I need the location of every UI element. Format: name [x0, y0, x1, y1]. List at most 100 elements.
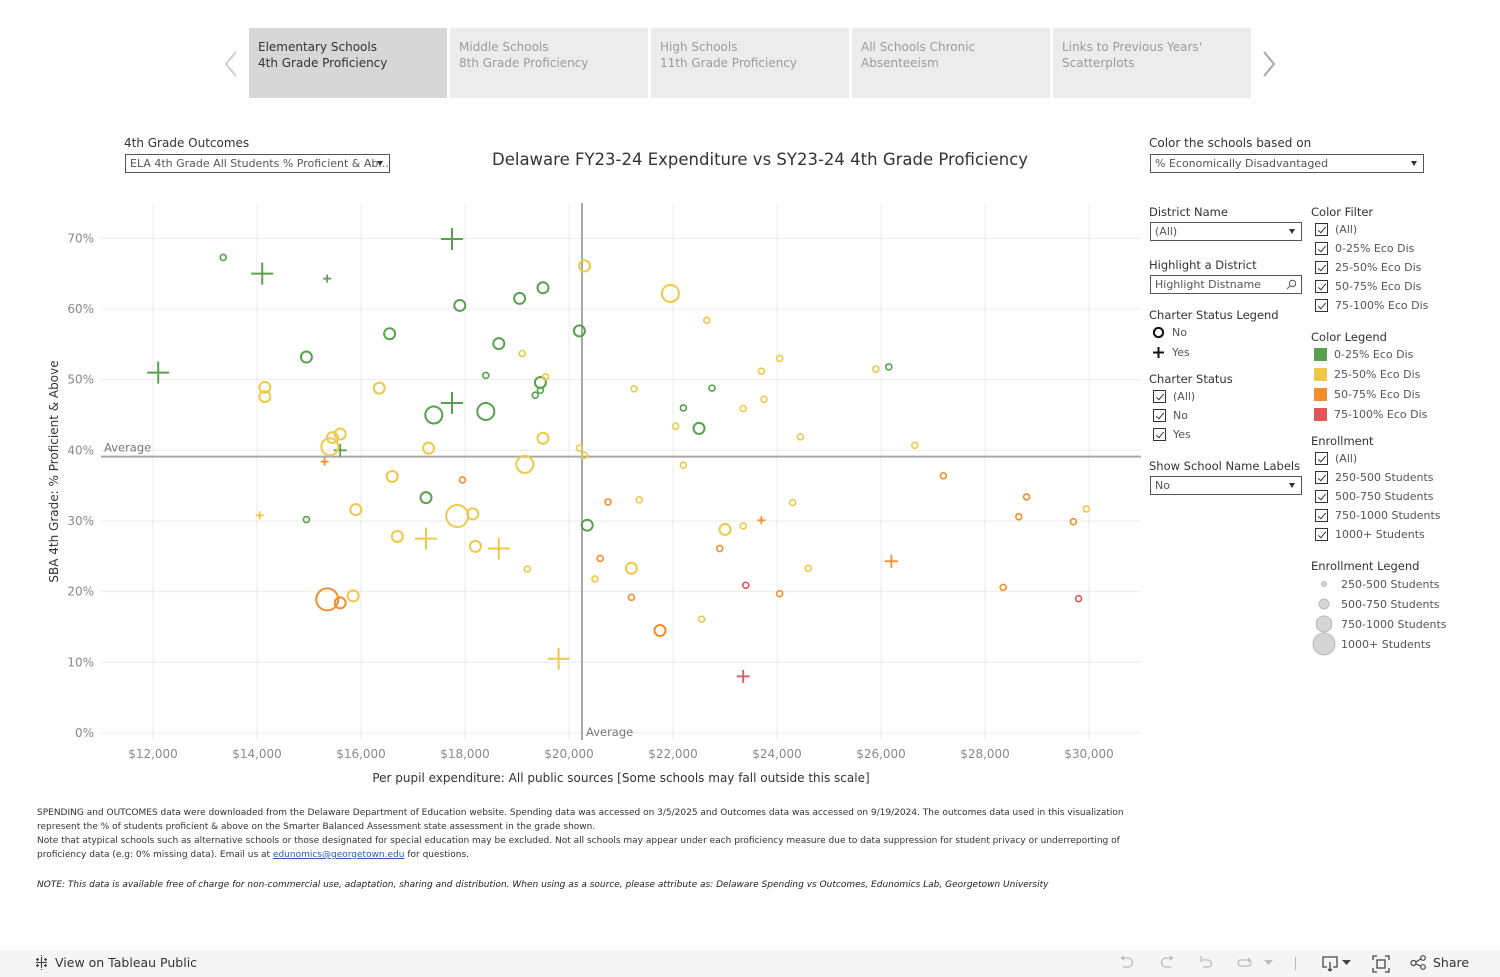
data-point[interactable] [258, 380, 272, 394]
data-point-charter[interactable] [487, 537, 510, 560]
data-point[interactable] [325, 431, 339, 445]
data-point[interactable] [383, 327, 397, 341]
charter-status-checkbox-0[interactable]: (All) [1153, 390, 1195, 403]
data-point[interactable] [630, 385, 638, 393]
enrollment-filter-checkbox-1[interactable]: 250-500 Students [1315, 471, 1434, 484]
color-filter-checkbox-4[interactable]: 75-100% Eco Dis [1315, 299, 1428, 312]
data-point[interactable] [372, 381, 386, 395]
data-point[interactable] [492, 337, 506, 351]
data-point[interactable] [1082, 505, 1091, 513]
school-labels-dropdown[interactable]: No [1150, 476, 1302, 495]
data-point[interactable] [518, 349, 527, 358]
data-point[interactable] [760, 395, 768, 404]
data-point[interactable] [741, 581, 750, 590]
tab-4[interactable]: Links to Previous Years' Scatterplots [1053, 28, 1251, 98]
data-point[interactable] [333, 427, 347, 441]
data-point[interactable] [523, 565, 532, 573]
data-point[interactable] [624, 561, 638, 575]
data-point[interactable] [939, 471, 948, 480]
color-filter-checkbox-2[interactable]: 25-50% Eco Dis [1315, 261, 1421, 274]
color-filter-checkbox-0[interactable]: (All) [1315, 223, 1357, 236]
refresh-icon[interactable] [1236, 955, 1254, 971]
data-point[interactable] [575, 444, 584, 452]
data-point-charter[interactable] [147, 361, 170, 384]
data-point[interactable] [871, 365, 880, 373]
data-point[interactable] [453, 298, 467, 312]
data-point[interactable] [536, 431, 550, 445]
data-point[interactable] [635, 495, 644, 504]
data-point-charter[interactable] [333, 443, 347, 457]
data-point[interactable] [219, 253, 227, 262]
data-point[interactable] [578, 259, 592, 273]
data-point[interactable] [1069, 517, 1078, 526]
data-point[interactable] [258, 390, 272, 404]
data-point[interactable] [536, 281, 550, 295]
data-point[interactable] [660, 283, 680, 303]
data-point[interactable] [591, 575, 599, 583]
data-point[interactable] [580, 518, 594, 532]
data-point[interactable] [476, 401, 496, 421]
data-point[interactable] [299, 350, 313, 364]
download-icon[interactable] [1321, 955, 1339, 973]
data-point[interactable] [320, 437, 340, 457]
tab-2[interactable]: High Schools 11th Grade Proficiency [651, 28, 849, 98]
data-point[interactable] [1022, 493, 1031, 501]
outcomes-dropdown[interactable]: ELA 4th Grade All Students % Proficient … [125, 154, 390, 173]
view-on-tableau-public-link[interactable]: View on Tableau Public [34, 955, 197, 970]
data-point[interactable] [739, 404, 748, 413]
data-point[interactable] [515, 454, 535, 474]
charter-status-checkbox-1[interactable]: No [1153, 409, 1188, 422]
enrollment-filter-checkbox-0[interactable]: (All) [1315, 452, 1357, 465]
enrollment-filter-checkbox-3[interactable]: 750-1000 Students [1315, 509, 1441, 522]
data-point[interactable] [531, 391, 540, 399]
data-point-charter[interactable] [757, 516, 766, 525]
data-point[interactable] [1014, 512, 1023, 521]
data-point[interactable] [390, 530, 404, 544]
data-point[interactable] [580, 451, 589, 460]
chevron-down-icon[interactable] [1264, 960, 1273, 966]
data-point[interactable] [796, 433, 805, 441]
share-button[interactable]: Share [1410, 955, 1469, 970]
color-by-dropdown[interactable]: % Economically Disadvantaged [1150, 154, 1424, 173]
data-point[interactable] [702, 316, 711, 325]
data-point[interactable] [458, 476, 467, 484]
data-point[interactable] [697, 615, 706, 623]
highlight-district-input[interactable]: Highlight Distname [1150, 275, 1302, 294]
previous-tab-arrow-icon[interactable] [218, 44, 244, 84]
data-point[interactable] [715, 544, 724, 553]
next-tab-arrow-icon[interactable] [1256, 44, 1282, 84]
data-point-charter[interactable] [320, 457, 329, 466]
data-point-charter[interactable] [415, 527, 437, 550]
data-point[interactable] [718, 522, 732, 536]
tab-1[interactable]: Middle Schools 8th Grade Proficiency [450, 28, 648, 98]
data-point[interactable] [346, 589, 360, 603]
color-filter-checkbox-3[interactable]: 50-75% Eco Dis [1315, 280, 1421, 293]
data-point[interactable] [999, 583, 1008, 592]
data-point[interactable] [1074, 594, 1083, 603]
data-point-charter[interactable] [441, 228, 463, 251]
data-point[interactable] [671, 422, 680, 431]
data-point[interactable] [468, 539, 482, 553]
data-point[interactable] [739, 522, 748, 530]
data-point[interactable] [679, 461, 688, 469]
enrollment-filter-checkbox-4[interactable]: 1000+ Students [1315, 528, 1425, 541]
data-point[interactable] [536, 386, 545, 395]
data-point[interactable] [466, 507, 480, 521]
data-point[interactable] [627, 593, 636, 602]
data-point[interactable] [788, 498, 797, 507]
data-point-charter[interactable] [441, 391, 463, 414]
charter-status-checkbox-2[interactable]: Yes [1153, 428, 1191, 441]
data-point[interactable] [385, 469, 399, 483]
data-point[interactable] [424, 405, 444, 425]
data-point[interactable] [572, 324, 586, 338]
enrollment-filter-checkbox-2[interactable]: 500-750 Students [1315, 490, 1434, 503]
data-point[interactable] [775, 354, 784, 363]
data-point[interactable] [653, 623, 667, 637]
district-dropdown[interactable]: (All) [1150, 222, 1302, 241]
data-point[interactable] [541, 373, 550, 381]
data-point-charter[interactable] [884, 554, 898, 568]
redo-icon[interactable] [1158, 955, 1176, 971]
data-point[interactable] [596, 554, 605, 563]
data-point[interactable] [422, 441, 436, 455]
data-point[interactable] [315, 587, 340, 612]
